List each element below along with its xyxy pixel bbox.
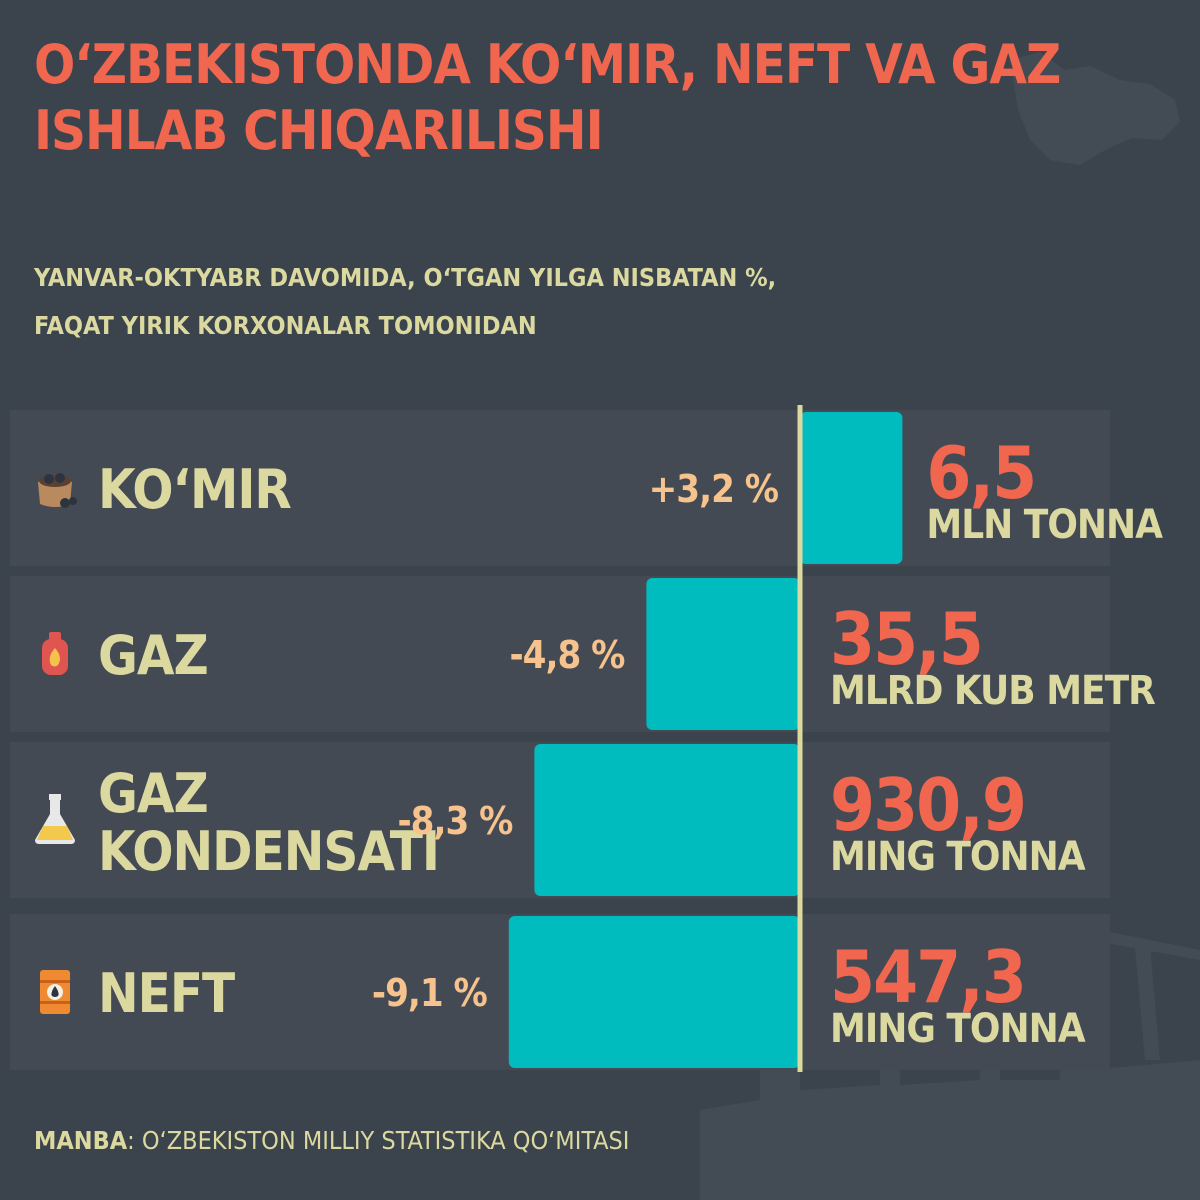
gas-cylinder-icon	[42, 632, 68, 675]
source-label: MANBA	[34, 1126, 128, 1155]
percent-label: +3,2 %	[649, 467, 779, 511]
row-band	[10, 576, 1110, 732]
coal-lump	[55, 473, 65, 483]
production-unit: MLRD KUB METR	[830, 668, 1155, 714]
production-unit: MING TONNA	[830, 1006, 1086, 1052]
category-label-line: KONDENSATI	[98, 820, 439, 883]
bar	[800, 412, 903, 564]
bar	[508, 916, 800, 1068]
bar	[646, 578, 800, 730]
coal-sack-icon	[38, 473, 77, 508]
subtitle-line-2: FAQAT YIRIK KORXONALAR TOMONIDAN	[34, 311, 537, 340]
production-value: 6,5	[926, 431, 1035, 515]
subtitle-line-1: YANVAR-OKTYABR DAVOMIDA, O‘TGAN YILGA NI…	[34, 263, 777, 292]
percent-label: -9,1 %	[372, 971, 488, 1015]
category-label: GAZ KONDENSATI	[98, 762, 439, 883]
barrel-hoop	[40, 980, 70, 983]
source-note: MANBA: O‘ZBEKISTON MILLIY STATISTIKA QO‘…	[34, 1126, 629, 1155]
coal-lump	[60, 498, 70, 508]
barrel-hoop	[40, 1001, 70, 1004]
category-label-line: GAZ	[98, 762, 208, 825]
category-label: GAZ	[98, 624, 208, 687]
source-text: : O‘ZBEKISTON MILLIY STATISTIKA QO‘MITAS…	[127, 1126, 630, 1155]
sack-opening	[39, 475, 71, 487]
coal-lump	[69, 497, 77, 505]
subtitle: YANVAR-OKTYABR DAVOMIDA, O‘TGAN YILGA NI…	[34, 254, 934, 350]
production-value: 930,9	[830, 763, 1025, 847]
production-unit: MLN TONNA	[926, 502, 1163, 548]
bar	[534, 744, 800, 896]
flask-icon	[35, 794, 75, 844]
row-band	[10, 410, 1110, 566]
category-label: KO‘MIR	[98, 458, 291, 521]
page-title: O‘ZBEKISTONDA KO‘MIR, NEFT VA GAZ ISHLAB…	[34, 33, 1061, 162]
cylinder-valve	[49, 632, 61, 640]
flame-shape	[49, 648, 60, 667]
flask-rim	[49, 794, 61, 800]
production-unit: MING TONNA	[830, 834, 1086, 880]
production-value: 547,3	[830, 935, 1025, 1019]
percent-label: -4,8 %	[509, 633, 625, 677]
percent-label: -8,3 %	[397, 799, 513, 843]
production-value: 35,5	[830, 597, 982, 681]
category-label: NEFT	[98, 962, 235, 1025]
oil-drop-icon	[51, 986, 59, 997]
oil-barrel-icon	[40, 970, 70, 1014]
pump-jack-silhouette	[1100, 930, 1200, 1060]
uzbekistan-map-silhouette	[1010, 52, 1180, 165]
coal-lump	[44, 474, 54, 484]
flask-liquid	[37, 826, 73, 840]
